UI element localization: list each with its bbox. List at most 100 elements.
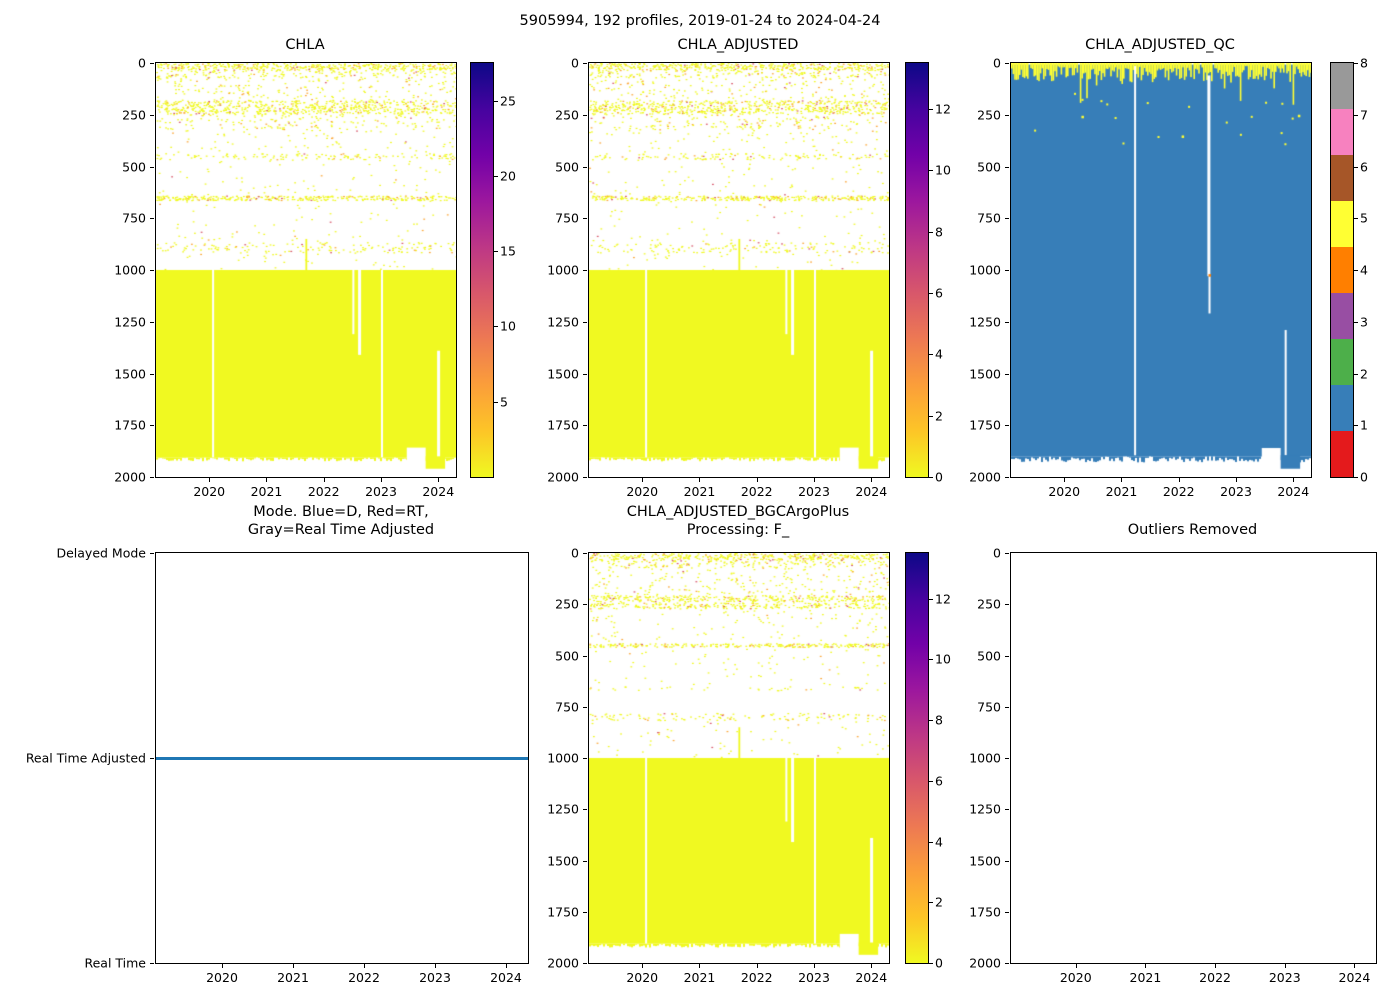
- x-tick-mark: [1145, 964, 1147, 968]
- y-tick-mark: [583, 166, 587, 168]
- y-tick-mark: [583, 425, 587, 427]
- qc-colorbar: [1330, 62, 1354, 478]
- y-tick-mark: [583, 706, 587, 708]
- y-tick-label: 2000: [969, 469, 1001, 485]
- x-tick-mark: [1284, 964, 1286, 968]
- colorbar-tick-mark: [929, 354, 933, 356]
- colorbar-tick-label: 3: [1360, 314, 1368, 330]
- x-tick-label: 2024: [422, 484, 455, 499]
- bgc-colorbar: [905, 552, 929, 964]
- y-tick-label: 1250: [114, 314, 146, 330]
- y-tick-mark: [583, 270, 587, 271]
- x-tick-mark: [814, 964, 815, 968]
- colorbar-tick-label: 5: [500, 394, 508, 410]
- colorbar-tick-label: 4: [935, 346, 943, 362]
- y-tick-label: 500: [977, 648, 1001, 663]
- colorbar-tick-mark: [929, 659, 933, 661]
- y-tick-label: 0: [571, 545, 579, 561]
- x-tick-label: 2023: [1268, 970, 1301, 985]
- x-tick-label: 2020: [1048, 484, 1081, 499]
- bgc-heatmap-canvas: [589, 553, 889, 963]
- x-tick-mark: [642, 478, 644, 482]
- colorbar-tick-mark: [929, 902, 933, 904]
- colorbar-tick-mark: [1354, 270, 1358, 271]
- y-tick-mark: [583, 114, 587, 116]
- x-tick-mark: [1178, 478, 1180, 482]
- y-tick-mark: [150, 373, 154, 375]
- y-tick-mark: [1005, 63, 1009, 64]
- x-tick-mark: [323, 478, 325, 482]
- y-tick-mark: [150, 758, 154, 759]
- figure-title: 5905994, 192 profiles, 2019-01-24 to 202…: [519, 13, 881, 29]
- colorbar-tick-mark: [1354, 373, 1358, 375]
- colorbar-tick-label: 1: [1360, 417, 1368, 433]
- y-tick-label: 500: [555, 159, 579, 174]
- x-tick-mark: [1236, 478, 1237, 482]
- colorbar-tick-label: 10: [935, 162, 951, 178]
- y-tick-label: 2000: [114, 469, 146, 485]
- x-tick-mark: [756, 478, 758, 482]
- colorbar-tick-mark: [1354, 477, 1358, 478]
- colorbar-tick-label: 8: [935, 712, 943, 728]
- colorbar-tick-mark: [929, 109, 933, 110]
- x-tick-label: 2022: [307, 484, 340, 499]
- x-tick-label: 2022: [1162, 484, 1195, 499]
- colorbar-tick-mark: [1354, 114, 1358, 116]
- y-tick-label: 1500: [969, 853, 1001, 868]
- bgc-plot: [588, 552, 890, 964]
- colorbar-tick-label: 8: [935, 224, 943, 240]
- colorbar-tick-mark: [929, 720, 933, 722]
- x-tick-label: 2024: [1338, 970, 1371, 985]
- panel-title-qc: CHLA_ADJUSTED_QC: [1085, 37, 1235, 53]
- panel-title-chla: CHLA: [285, 37, 325, 53]
- colorbar-tick-label: 2: [935, 408, 943, 424]
- x-tick-label: 2023: [365, 484, 397, 499]
- y-tick-mark: [583, 860, 587, 862]
- y-tick-label: Real Time: [84, 955, 146, 971]
- x-tick-mark: [1064, 478, 1066, 482]
- y-tick-label: 250: [977, 107, 1001, 123]
- colorbar-tick-label: 5: [1360, 210, 1368, 226]
- y-tick-label: 1000: [969, 750, 1001, 766]
- colorbar-tick-mark: [929, 231, 933, 233]
- y-tick-label: 1500: [547, 853, 579, 868]
- x-tick-label: 2020: [193, 484, 226, 499]
- colorbar-tick-mark: [1354, 321, 1358, 323]
- qc-plot: [1010, 62, 1312, 478]
- y-tick-mark: [150, 963, 154, 964]
- colorbar-tick-label: 15: [500, 243, 516, 259]
- colorbar-tick-mark: [494, 100, 498, 102]
- y-tick-label: 750: [555, 699, 579, 715]
- y-tick-mark: [1005, 270, 1009, 271]
- colorbar-tick-mark: [494, 251, 498, 253]
- x-tick-label: 2023: [1220, 484, 1252, 499]
- y-tick-label: 250: [977, 596, 1001, 612]
- y-tick-label: 2000: [969, 955, 1001, 971]
- y-tick-mark: [1005, 860, 1009, 862]
- mode-line: [156, 757, 528, 760]
- y-tick-mark: [1005, 477, 1009, 478]
- x-tick-mark: [1293, 478, 1295, 482]
- panel-title-mode-line1: Mode. Blue=D, Red=RT,: [253, 504, 429, 520]
- y-tick-label: 750: [122, 210, 146, 226]
- y-tick-mark: [583, 963, 587, 964]
- x-tick-label: 2024: [490, 970, 522, 985]
- x-tick-label: 2020: [626, 484, 659, 499]
- y-tick-label: 0: [993, 545, 1001, 561]
- x-tick-mark: [435, 964, 436, 968]
- y-tick-label: 0: [571, 55, 579, 71]
- y-tick-label: 500: [977, 159, 1001, 174]
- y-tick-label: 750: [977, 699, 1001, 715]
- colorbar-tick-mark: [1354, 63, 1358, 64]
- colorbar-tick-mark: [929, 293, 933, 294]
- colorbar-tick-label: 4: [1360, 262, 1368, 278]
- x-tick-label: 2024: [855, 484, 888, 499]
- colorbar-tick-mark: [494, 401, 498, 403]
- colorbar-tick-mark: [1354, 425, 1358, 427]
- y-tick-label: 1250: [547, 314, 579, 330]
- y-tick-mark: [1005, 809, 1009, 811]
- y-tick-label: 1000: [114, 262, 146, 278]
- y-tick-label: Delayed Mode: [56, 545, 146, 561]
- x-tick-mark: [642, 964, 644, 968]
- x-tick-mark: [1121, 478, 1123, 482]
